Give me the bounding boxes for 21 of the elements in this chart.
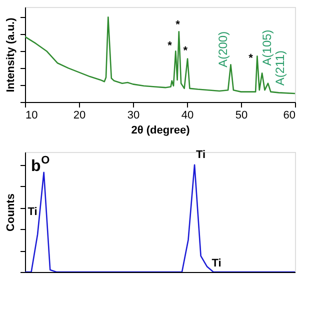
annotation: Ti [28,206,38,218]
x-tick-label: 10 [26,110,38,122]
annotation: * [183,45,188,58]
annotation: * [168,40,173,52]
annotation: * [176,18,181,31]
x-axis-title: 2θ (degree) [131,124,190,136]
x-tick-label: 60 [283,110,296,122]
x-tick-label: 40 [181,110,194,122]
annotation: A(105) [260,30,274,66]
annotation: Ti [212,257,222,270]
x-tick-label: 50 [235,110,248,122]
annotation: A(211) [272,50,287,86]
x-tick-label: 30 [127,110,140,122]
y-axis-title: Counts [5,194,17,232]
annotation: * [248,52,254,65]
annotation: A(200) [216,31,230,68]
annotation: O [41,154,50,167]
y-axis-title: Intensity (a.u.) [5,17,17,92]
text: Ti [196,149,206,162]
x-tick-label: 20 [73,110,86,122]
annotation: b [31,158,41,175]
